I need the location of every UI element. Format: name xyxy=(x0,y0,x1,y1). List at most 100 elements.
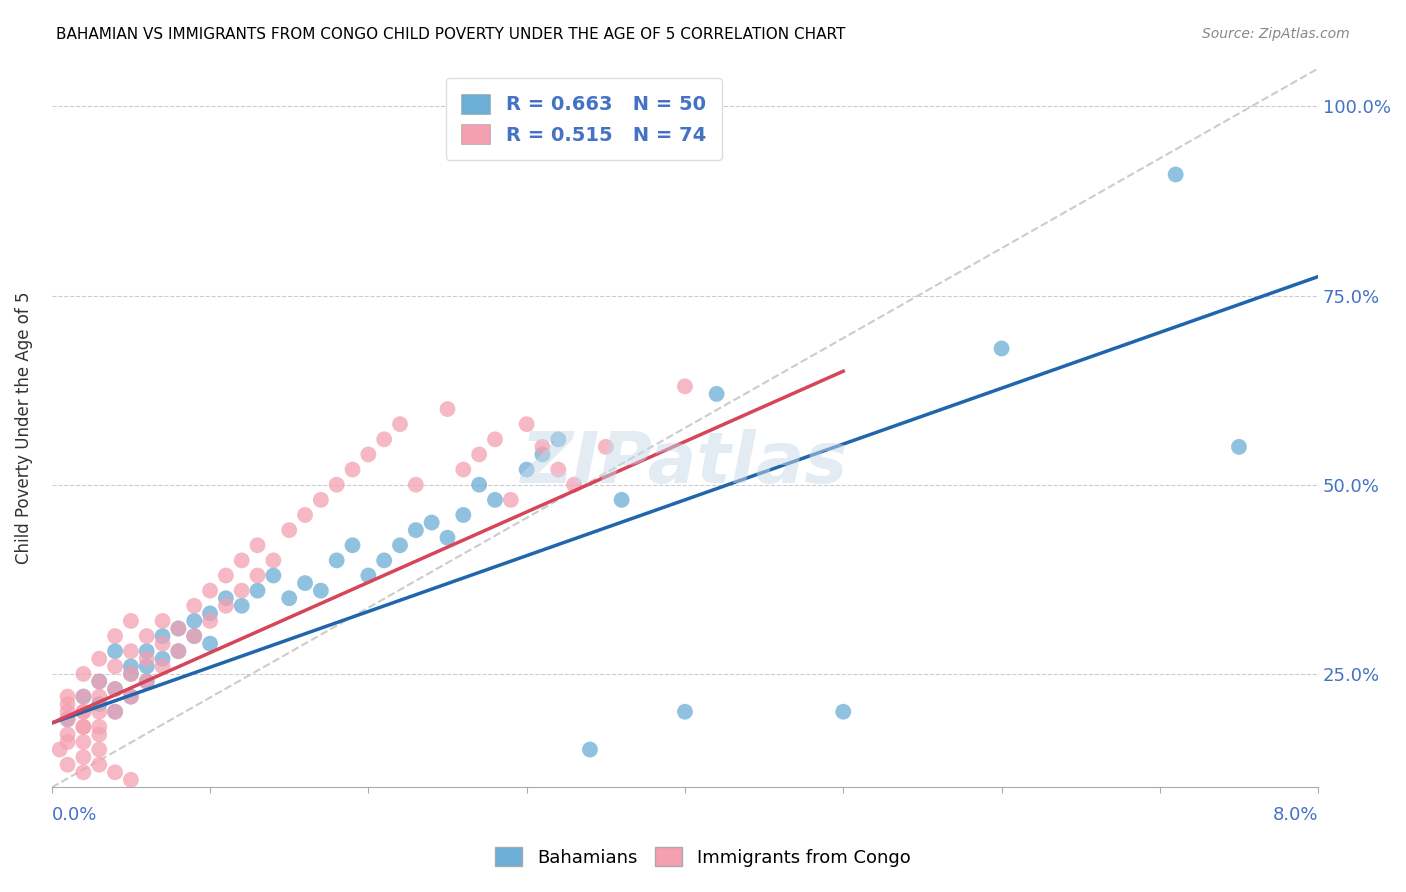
Point xyxy=(357,447,380,461)
Point xyxy=(167,622,190,636)
Point xyxy=(610,492,633,507)
Point xyxy=(198,637,221,651)
Point xyxy=(120,666,142,681)
Point xyxy=(673,379,696,393)
Point xyxy=(294,576,316,591)
Point xyxy=(198,614,221,628)
Point xyxy=(135,674,157,689)
Point xyxy=(120,772,142,787)
Text: 8.0%: 8.0% xyxy=(1272,806,1319,824)
Point xyxy=(89,757,111,772)
Point xyxy=(89,742,111,756)
Point xyxy=(499,492,522,507)
Point xyxy=(357,568,380,582)
Point xyxy=(579,742,602,756)
Point xyxy=(72,705,94,719)
Point xyxy=(342,462,364,476)
Point xyxy=(309,492,332,507)
Point xyxy=(215,591,238,606)
Point xyxy=(595,440,617,454)
Point xyxy=(183,614,205,628)
Point xyxy=(309,583,332,598)
Text: Source: ZipAtlas.com: Source: ZipAtlas.com xyxy=(1202,27,1350,41)
Point xyxy=(135,674,157,689)
Point xyxy=(468,477,491,491)
Point xyxy=(325,553,347,567)
Point xyxy=(468,447,491,461)
Legend: R = 0.663   N = 50, R = 0.515   N = 74: R = 0.663 N = 50, R = 0.515 N = 74 xyxy=(446,78,721,161)
Point xyxy=(89,674,111,689)
Point xyxy=(72,705,94,719)
Point xyxy=(152,614,174,628)
Point xyxy=(373,433,395,447)
Y-axis label: Child Poverty Under the Age of 5: Child Poverty Under the Age of 5 xyxy=(15,292,32,565)
Point xyxy=(183,599,205,613)
Point xyxy=(120,659,142,673)
Point xyxy=(120,666,142,681)
Point xyxy=(72,690,94,704)
Point xyxy=(167,622,190,636)
Point xyxy=(104,629,127,643)
Point xyxy=(56,690,79,704)
Point xyxy=(562,477,585,491)
Point xyxy=(1164,168,1187,182)
Point xyxy=(89,690,111,704)
Point xyxy=(89,727,111,741)
Point xyxy=(104,659,127,673)
Point xyxy=(453,508,475,522)
Point xyxy=(436,402,458,417)
Point xyxy=(120,690,142,704)
Point xyxy=(832,705,855,719)
Point xyxy=(152,659,174,673)
Point xyxy=(167,644,190,658)
Point xyxy=(294,508,316,522)
Point xyxy=(278,523,301,537)
Point xyxy=(72,720,94,734)
Point xyxy=(215,599,238,613)
Point xyxy=(342,538,364,552)
Point xyxy=(246,583,269,598)
Point xyxy=(262,568,284,582)
Point xyxy=(673,705,696,719)
Point xyxy=(167,644,190,658)
Point xyxy=(516,417,538,432)
Point xyxy=(388,417,411,432)
Point xyxy=(152,629,174,643)
Point xyxy=(72,690,94,704)
Point xyxy=(531,440,554,454)
Point xyxy=(104,681,127,696)
Point xyxy=(1227,440,1250,454)
Point xyxy=(531,447,554,461)
Point xyxy=(388,538,411,552)
Point xyxy=(373,553,395,567)
Point xyxy=(56,735,79,749)
Point xyxy=(56,757,79,772)
Point xyxy=(246,568,269,582)
Point xyxy=(278,591,301,606)
Point xyxy=(198,607,221,621)
Point xyxy=(405,477,427,491)
Point xyxy=(104,681,127,696)
Text: ZIPatlas: ZIPatlas xyxy=(522,429,849,499)
Point xyxy=(152,637,174,651)
Point xyxy=(48,742,70,756)
Point xyxy=(231,583,253,598)
Point xyxy=(547,462,569,476)
Point xyxy=(183,629,205,643)
Point xyxy=(72,720,94,734)
Point xyxy=(135,629,157,643)
Point xyxy=(246,538,269,552)
Point xyxy=(325,477,347,491)
Point xyxy=(262,553,284,567)
Point xyxy=(484,492,506,507)
Point xyxy=(56,705,79,719)
Point xyxy=(72,666,94,681)
Point xyxy=(405,523,427,537)
Point xyxy=(215,568,238,582)
Point xyxy=(89,705,111,719)
Point xyxy=(231,553,253,567)
Point xyxy=(104,644,127,658)
Point xyxy=(152,652,174,666)
Point xyxy=(231,599,253,613)
Point xyxy=(104,765,127,780)
